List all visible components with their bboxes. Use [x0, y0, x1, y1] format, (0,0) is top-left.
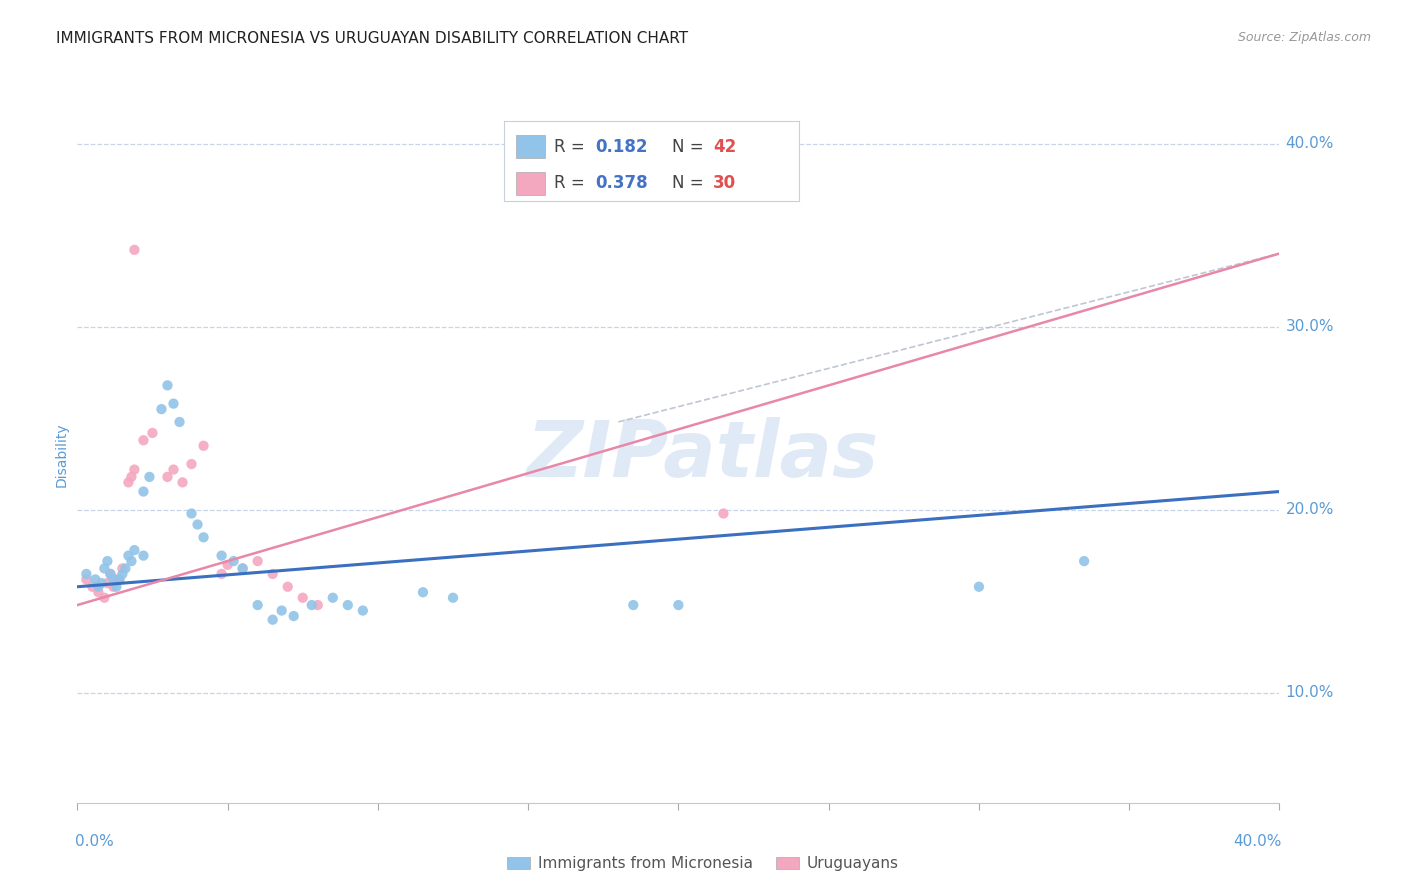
Text: 10.0%: 10.0%: [1285, 685, 1334, 700]
Point: [621, 598, 644, 612]
Point: [246, 554, 269, 568]
Point: [352, 603, 374, 617]
Point: [96, 554, 118, 568]
Point: [124, 543, 146, 558]
Text: IMMIGRANTS FROM MICRONESIA VS URUGUAYAN DISABILITY CORRELATION CHART: IMMIGRANTS FROM MICRONESIA VS URUGUAYAN …: [56, 31, 689, 46]
Point: [105, 573, 128, 587]
Point: [668, 598, 690, 612]
Point: [301, 598, 323, 612]
Point: [87, 585, 110, 599]
Point: [307, 598, 329, 612]
Point: [111, 561, 134, 575]
Point: [277, 580, 299, 594]
Point: [1073, 554, 1095, 568]
Point: [87, 580, 110, 594]
Point: [180, 457, 202, 471]
Point: [100, 566, 122, 581]
Point: [117, 475, 139, 490]
Point: [186, 517, 209, 532]
Point: [156, 378, 179, 392]
Point: [75, 566, 97, 581]
Point: [193, 439, 215, 453]
Point: [211, 549, 233, 563]
Text: 20.0%: 20.0%: [1285, 502, 1334, 517]
Point: [103, 573, 125, 587]
Point: [124, 243, 146, 257]
Text: 40.0%: 40.0%: [1233, 834, 1282, 849]
Legend: Immigrants from Micronesia, Uruguayans: Immigrants from Micronesia, Uruguayans: [502, 850, 904, 877]
Text: 30.0%: 30.0%: [1285, 319, 1334, 334]
Point: [138, 470, 160, 484]
Point: [172, 475, 194, 490]
Point: [103, 580, 125, 594]
Point: [120, 470, 142, 484]
Point: [246, 598, 269, 612]
Point: [75, 573, 97, 587]
Point: [162, 462, 184, 476]
Point: [82, 580, 104, 594]
Text: Source: ZipAtlas.com: Source: ZipAtlas.com: [1237, 31, 1371, 45]
Point: [217, 558, 239, 572]
Point: [132, 434, 155, 448]
Point: [232, 561, 254, 575]
Point: [117, 549, 139, 563]
Point: [84, 573, 107, 587]
Point: [100, 566, 122, 581]
Point: [193, 530, 215, 544]
Point: [412, 585, 434, 599]
Point: [270, 603, 292, 617]
Point: [967, 580, 990, 594]
Point: [262, 613, 284, 627]
Point: [156, 470, 179, 484]
Point: [291, 591, 314, 605]
Point: [162, 397, 184, 411]
Text: 0.0%: 0.0%: [75, 834, 114, 849]
Point: [222, 554, 245, 568]
Point: [336, 598, 359, 612]
Point: [441, 591, 464, 605]
Point: [283, 609, 305, 624]
Point: [90, 576, 112, 591]
Point: [108, 573, 131, 587]
Point: [713, 507, 735, 521]
Point: [232, 561, 254, 575]
Point: [322, 591, 344, 605]
Point: [180, 507, 202, 521]
Point: [114, 561, 136, 575]
Point: [105, 580, 128, 594]
Point: [120, 554, 142, 568]
Point: [93, 561, 115, 575]
Point: [150, 402, 173, 417]
Point: [132, 484, 155, 499]
Point: [169, 415, 191, 429]
Text: ZIPatlas: ZIPatlas: [526, 417, 879, 493]
Point: [93, 591, 115, 605]
Text: 40.0%: 40.0%: [1285, 136, 1334, 151]
Point: [132, 549, 155, 563]
Point: [124, 462, 146, 476]
Y-axis label: Disability: Disability: [55, 423, 69, 487]
Point: [141, 425, 163, 440]
Point: [262, 566, 284, 581]
Point: [111, 566, 134, 581]
Point: [108, 573, 131, 587]
Point: [96, 576, 118, 591]
Point: [211, 566, 233, 581]
